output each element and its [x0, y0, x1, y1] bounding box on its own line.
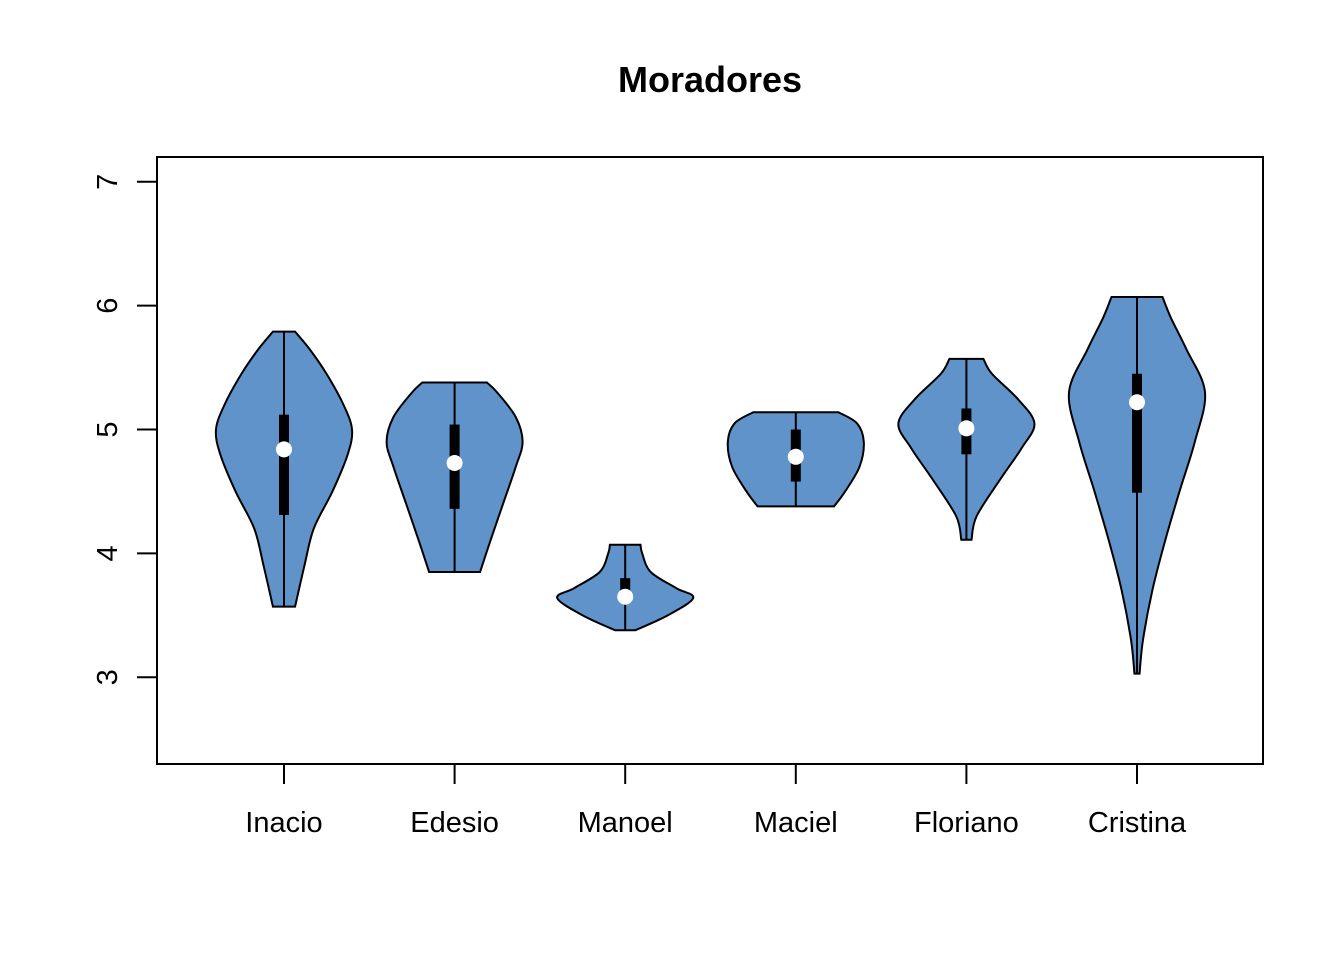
violin-median-point	[276, 441, 292, 458]
y-tick-label: 6	[92, 298, 124, 314]
x-tick-label: Manoel	[578, 807, 673, 839]
violin-group	[214, 330, 354, 608]
y-tick-label: 3	[92, 669, 124, 685]
x-tick-label: Floriano	[914, 807, 1019, 839]
violin-group	[385, 381, 524, 573]
x-tick-label: Cristina	[1088, 807, 1187, 839]
x-axis: Inacio Edesio Manoel Maciel Floriano Cristina	[245, 763, 1187, 839]
violin-group	[1067, 295, 1207, 675]
violins	[214, 295, 1207, 675]
y-axis: 3 4 5 6 7	[92, 174, 158, 685]
x-tick-label: Edesio	[410, 807, 499, 839]
violin-iqr-box	[279, 414, 289, 516]
y-tick-label: 4	[92, 545, 124, 561]
violin-median-point	[446, 454, 463, 471]
violin-median-point	[1129, 394, 1145, 411]
x-tick-label: Inacio	[245, 807, 322, 839]
violin-median-point	[958, 420, 975, 437]
y-tick-label: 5	[92, 421, 124, 437]
violin-group	[726, 411, 865, 508]
chart-title: Moradores	[618, 59, 802, 100]
violin-iqr-box	[620, 578, 631, 597]
violin-median-point	[617, 588, 634, 605]
y-tick-label: 7	[92, 174, 124, 190]
violin-group	[897, 357, 1036, 541]
violin-median-point	[787, 448, 804, 465]
violin-group	[556, 543, 695, 632]
x-tick-label: Maciel	[754, 807, 838, 839]
violin-iqr-box	[1132, 373, 1142, 493]
